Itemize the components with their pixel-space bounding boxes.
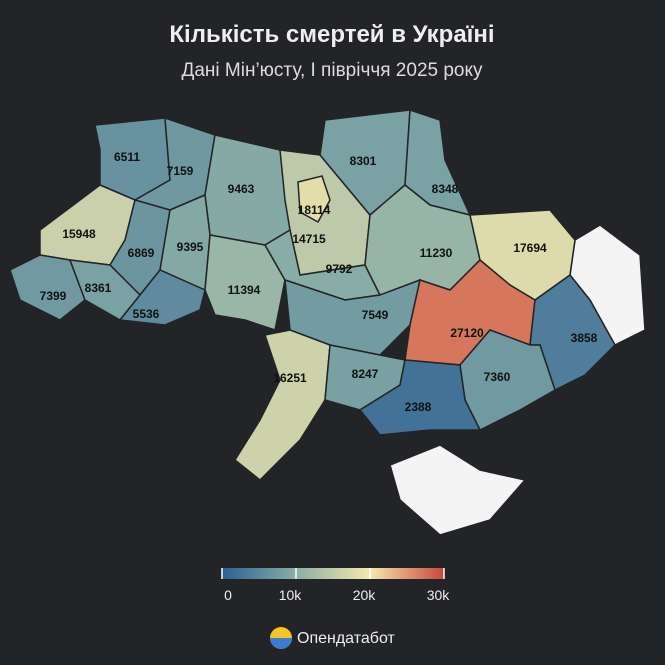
value-label: 11394 [228, 283, 261, 297]
logo [270, 638, 292, 649]
value-label: 7549 [362, 308, 389, 322]
source: Опендатабот [297, 630, 395, 647]
value-label: 7399 [40, 289, 67, 303]
regions [9, 108, 646, 536]
subtitle: Дані Мін’юсту, I півріччя 2025 року [181, 60, 483, 81]
value-label: 17694 [513, 241, 547, 255]
value-label: 11230 [420, 246, 453, 260]
no-data-region [389, 444, 527, 536]
value-label: 8301 [350, 154, 377, 168]
value-label: 14715 [292, 232, 326, 246]
value-label: 8348 [432, 182, 459, 196]
value-label: 15948 [62, 227, 96, 241]
labels: 6511 7159 9463 14715 18114 8301 8348 15948 6869 9… [40, 150, 598, 414]
colorbar-tick-label: 20k [353, 587, 377, 603]
value-label: 8361 [85, 281, 112, 295]
region [234, 329, 331, 482]
colorbar-tick-label: 30k [427, 587, 451, 603]
value-label: 16251 [273, 371, 307, 385]
value-label: 7360 [484, 370, 511, 384]
region [204, 234, 286, 331]
region [358, 359, 482, 436]
value-label: 9463 [228, 182, 255, 196]
value-label: 9792 [326, 262, 353, 276]
colorbar: 0 10k 20k 30k [221, 568, 451, 603]
value-label: 27120 [450, 326, 484, 340]
value-label: 5536 [133, 307, 160, 321]
colorbar-fill [222, 568, 444, 579]
value-label: 2388 [405, 400, 432, 414]
value-label: 6869 [128, 246, 155, 260]
value-label: 9395 [177, 240, 204, 254]
region [297, 175, 331, 224]
colorbar-tick-label: 10k [279, 587, 303, 603]
value-label: 6511 [114, 150, 140, 164]
value-label: 18114 [298, 203, 331, 217]
colorbar-tick-label: 0 [224, 587, 232, 603]
value-label: 3858 [571, 331, 598, 345]
value-label: 7159 [167, 164, 194, 178]
value-label: 8247 [352, 367, 379, 381]
title: Кількість смертей в Україні [169, 21, 494, 48]
